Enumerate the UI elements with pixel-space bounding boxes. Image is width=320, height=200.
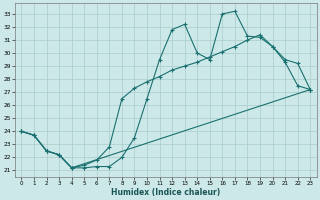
X-axis label: Humidex (Indice chaleur): Humidex (Indice chaleur) [111,188,220,197]
